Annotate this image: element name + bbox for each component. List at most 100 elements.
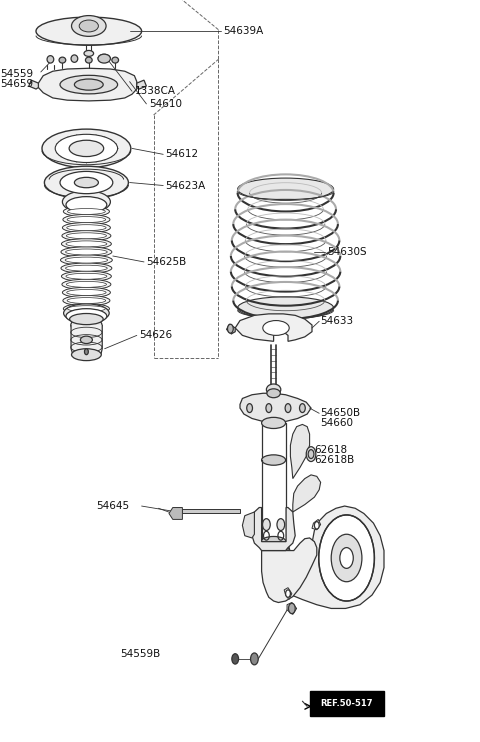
Circle shape bbox=[251, 653, 258, 665]
Text: 54659: 54659 bbox=[0, 79, 33, 89]
Circle shape bbox=[277, 519, 285, 531]
Ellipse shape bbox=[66, 273, 107, 279]
Text: 54645: 54645 bbox=[96, 501, 129, 511]
Circle shape bbox=[228, 324, 233, 333]
Ellipse shape bbox=[70, 314, 103, 325]
Ellipse shape bbox=[67, 225, 106, 231]
Ellipse shape bbox=[61, 263, 112, 273]
Polygon shape bbox=[235, 314, 312, 341]
Circle shape bbox=[84, 349, 88, 355]
Ellipse shape bbox=[55, 134, 118, 162]
Ellipse shape bbox=[266, 384, 281, 395]
Ellipse shape bbox=[67, 289, 106, 295]
Text: REF.50-517: REF.50-517 bbox=[320, 699, 373, 708]
Ellipse shape bbox=[62, 279, 111, 289]
Ellipse shape bbox=[71, 318, 102, 332]
Ellipse shape bbox=[263, 321, 289, 335]
Circle shape bbox=[306, 447, 316, 462]
Text: 54639A: 54639A bbox=[223, 26, 264, 36]
Ellipse shape bbox=[63, 206, 109, 217]
Polygon shape bbox=[312, 519, 321, 530]
Text: 54610: 54610 bbox=[149, 99, 182, 109]
Ellipse shape bbox=[65, 257, 108, 263]
Text: 54630S: 54630S bbox=[327, 247, 367, 257]
Circle shape bbox=[263, 519, 270, 531]
Text: 54623A: 54623A bbox=[166, 180, 206, 191]
Ellipse shape bbox=[267, 389, 280, 398]
Ellipse shape bbox=[66, 281, 107, 287]
Ellipse shape bbox=[84, 50, 94, 56]
Circle shape bbox=[319, 515, 374, 601]
Ellipse shape bbox=[47, 56, 54, 63]
Ellipse shape bbox=[66, 249, 107, 255]
FancyBboxPatch shape bbox=[310, 691, 384, 716]
Ellipse shape bbox=[63, 214, 110, 225]
Ellipse shape bbox=[63, 304, 109, 322]
Ellipse shape bbox=[72, 349, 101, 361]
Ellipse shape bbox=[62, 223, 110, 233]
Polygon shape bbox=[29, 80, 38, 89]
Ellipse shape bbox=[66, 309, 107, 324]
Polygon shape bbox=[284, 588, 292, 600]
Text: 54612: 54612 bbox=[166, 149, 199, 160]
Ellipse shape bbox=[67, 217, 106, 223]
Text: 54625B: 54625B bbox=[146, 257, 187, 267]
Ellipse shape bbox=[61, 271, 111, 281]
Text: 54559: 54559 bbox=[0, 69, 33, 79]
Ellipse shape bbox=[261, 536, 286, 547]
Text: 54559B: 54559B bbox=[120, 649, 160, 660]
Polygon shape bbox=[290, 424, 310, 479]
Circle shape bbox=[266, 404, 272, 413]
Circle shape bbox=[308, 450, 314, 459]
Ellipse shape bbox=[112, 57, 119, 63]
Ellipse shape bbox=[61, 247, 112, 257]
Ellipse shape bbox=[69, 140, 104, 157]
Circle shape bbox=[331, 534, 362, 582]
Circle shape bbox=[288, 603, 295, 614]
Polygon shape bbox=[227, 324, 235, 334]
Ellipse shape bbox=[85, 57, 92, 63]
Ellipse shape bbox=[61, 239, 111, 249]
Ellipse shape bbox=[44, 166, 128, 199]
Ellipse shape bbox=[67, 298, 106, 303]
Ellipse shape bbox=[66, 241, 107, 247]
Ellipse shape bbox=[262, 455, 286, 465]
Circle shape bbox=[300, 404, 305, 413]
Polygon shape bbox=[182, 509, 240, 513]
Ellipse shape bbox=[74, 177, 98, 188]
Ellipse shape bbox=[238, 178, 334, 200]
Circle shape bbox=[232, 654, 239, 664]
Polygon shape bbox=[288, 506, 384, 608]
Ellipse shape bbox=[238, 297, 334, 319]
Ellipse shape bbox=[80, 336, 92, 344]
Polygon shape bbox=[71, 325, 102, 355]
Ellipse shape bbox=[68, 209, 105, 214]
Ellipse shape bbox=[62, 231, 111, 241]
Ellipse shape bbox=[74, 79, 103, 91]
Ellipse shape bbox=[63, 303, 109, 314]
Polygon shape bbox=[240, 393, 311, 423]
Polygon shape bbox=[242, 512, 254, 538]
Polygon shape bbox=[287, 603, 297, 614]
Polygon shape bbox=[262, 538, 317, 603]
Polygon shape bbox=[252, 508, 295, 551]
Text: 62618: 62618 bbox=[314, 445, 348, 456]
Ellipse shape bbox=[42, 129, 131, 168]
Ellipse shape bbox=[60, 255, 112, 266]
Text: 54660: 54660 bbox=[321, 418, 354, 428]
Ellipse shape bbox=[62, 287, 110, 298]
Text: 54626: 54626 bbox=[139, 330, 172, 341]
Circle shape bbox=[285, 404, 291, 413]
Circle shape bbox=[314, 522, 319, 529]
Ellipse shape bbox=[66, 233, 107, 239]
Polygon shape bbox=[38, 68, 137, 101]
Circle shape bbox=[286, 590, 290, 597]
Ellipse shape bbox=[60, 171, 113, 194]
Ellipse shape bbox=[72, 16, 106, 36]
Circle shape bbox=[340, 548, 353, 568]
Polygon shape bbox=[137, 80, 146, 89]
Ellipse shape bbox=[71, 55, 78, 62]
Ellipse shape bbox=[262, 417, 286, 429]
Circle shape bbox=[247, 404, 252, 413]
Text: 54650B: 54650B bbox=[321, 408, 361, 418]
